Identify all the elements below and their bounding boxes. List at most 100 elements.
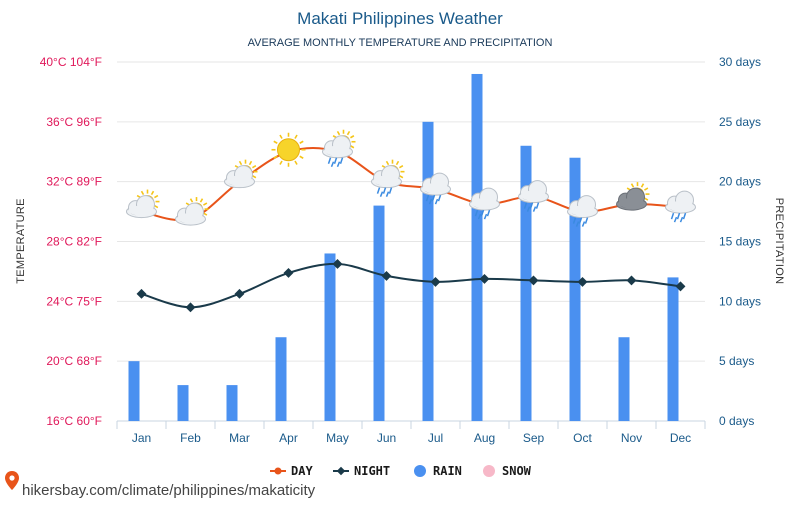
rain-drop [581, 221, 586, 227]
legend-item-snow: SNOW [483, 464, 532, 478]
sun-ray [238, 160, 243, 166]
rain-drop [529, 202, 534, 209]
rain-drop [526, 206, 531, 212]
watermark: hikersbay.com/climate/philippines/makati… [5, 471, 316, 499]
rain-drop [682, 212, 687, 220]
temperature-lines [136, 147, 686, 313]
x-tick-label: Jul [428, 431, 443, 445]
x-tick-label: Oct [573, 431, 592, 445]
cloud-part [618, 198, 645, 209]
cloud-part [422, 183, 449, 194]
rain-drop [388, 187, 393, 194]
watermark-text: hikersbay.com/climate/philippines/makati… [22, 482, 316, 499]
night-point [332, 258, 343, 269]
y-left-tick-label: 36°C 96°F [46, 115, 102, 129]
sun-ray [248, 160, 253, 166]
sun-ray [640, 183, 645, 188]
rain-drop [673, 216, 678, 223]
y-left-axis-title: TEMPERATURE [15, 198, 27, 284]
night-point [381, 270, 392, 281]
rain-bar [618, 337, 630, 421]
rain-drop [670, 212, 675, 220]
sun-ray [644, 187, 649, 191]
sun-ray [385, 160, 390, 166]
sun-ray [630, 183, 635, 188]
cloud-part [667, 201, 694, 212]
rain-drop [486, 209, 491, 217]
rain-drop [572, 217, 577, 224]
rain-bar [422, 121, 434, 421]
sun-ray [279, 160, 283, 165]
sun-ray [154, 204, 159, 209]
rain-drop [330, 161, 335, 168]
rain-drop [379, 191, 384, 197]
sun-ray [273, 140, 278, 144]
rain-bar [569, 157, 581, 421]
sun-ray [336, 130, 341, 136]
sun-ray [399, 164, 404, 169]
y-right-tick-label: 0 days [719, 414, 754, 428]
rain-drop [578, 217, 583, 224]
cloud-part [520, 190, 547, 201]
x-tick-label: Feb [180, 431, 201, 445]
legend-item-rain: RAIN [414, 464, 462, 478]
cloud-part [471, 198, 498, 209]
rain-cloud-icon [567, 195, 598, 227]
x-tick-label: Aug [474, 431, 495, 445]
y-right-tick-label: 20 days [719, 175, 761, 189]
rain-drop [676, 212, 681, 220]
rain-bar [324, 253, 336, 421]
sun-ray [346, 130, 351, 136]
sun-disc [277, 138, 300, 162]
y-right-tick-label: 10 days [719, 294, 761, 308]
legend-label: NIGHT [354, 464, 390, 478]
rain-drop [474, 209, 479, 217]
rain-drop [425, 194, 430, 202]
legend-item-day: DAY [270, 464, 313, 478]
weather-icons [126, 129, 696, 227]
grid-lines [116, 61, 706, 429]
rain-drop [532, 206, 537, 212]
rain-bar [128, 361, 140, 421]
legend-label: DAY [291, 464, 313, 478]
rain-bar [471, 73, 483, 421]
sun-ray [252, 174, 257, 179]
rain-drop [376, 187, 381, 194]
night-point [234, 288, 245, 299]
y-right-tick-label: 15 days [719, 235, 761, 249]
rain-bar [520, 145, 532, 421]
sun-ray [150, 190, 155, 196]
sun-ray [399, 174, 404, 179]
sun-ray [154, 194, 159, 199]
rain-drop [382, 187, 387, 194]
day-temperature-line [141, 147, 681, 222]
cloud-part [569, 205, 596, 216]
legend-label: RAIN [433, 464, 462, 478]
sun-cloud-icon [126, 189, 160, 219]
night-point [185, 302, 196, 313]
night-point [136, 288, 147, 299]
x-tick-label: Nov [621, 431, 642, 445]
night-point [626, 275, 637, 286]
rain-drop [431, 194, 436, 202]
sun-cloud-dark-icon [616, 182, 650, 211]
sun-ray [273, 155, 278, 159]
sun-ray [294, 160, 298, 165]
rain-drop [575, 221, 580, 227]
sun-ray [299, 140, 304, 144]
rain-bar [667, 277, 679, 421]
rain-drop [333, 157, 338, 164]
night-point [430, 276, 441, 287]
night-point [577, 276, 588, 287]
rain-drop [385, 191, 390, 197]
y-left-tick-label: 16°C 60°F [46, 414, 102, 428]
x-tick-label: Mar [229, 431, 250, 445]
x-tick-label: Apr [279, 431, 298, 445]
sun-ray [189, 198, 194, 203]
rain-drop [523, 202, 528, 209]
x-tick-label: May [326, 431, 349, 445]
sun-ray [279, 134, 283, 139]
sun-cloud-icon [224, 159, 258, 189]
legend-marker [336, 466, 346, 476]
